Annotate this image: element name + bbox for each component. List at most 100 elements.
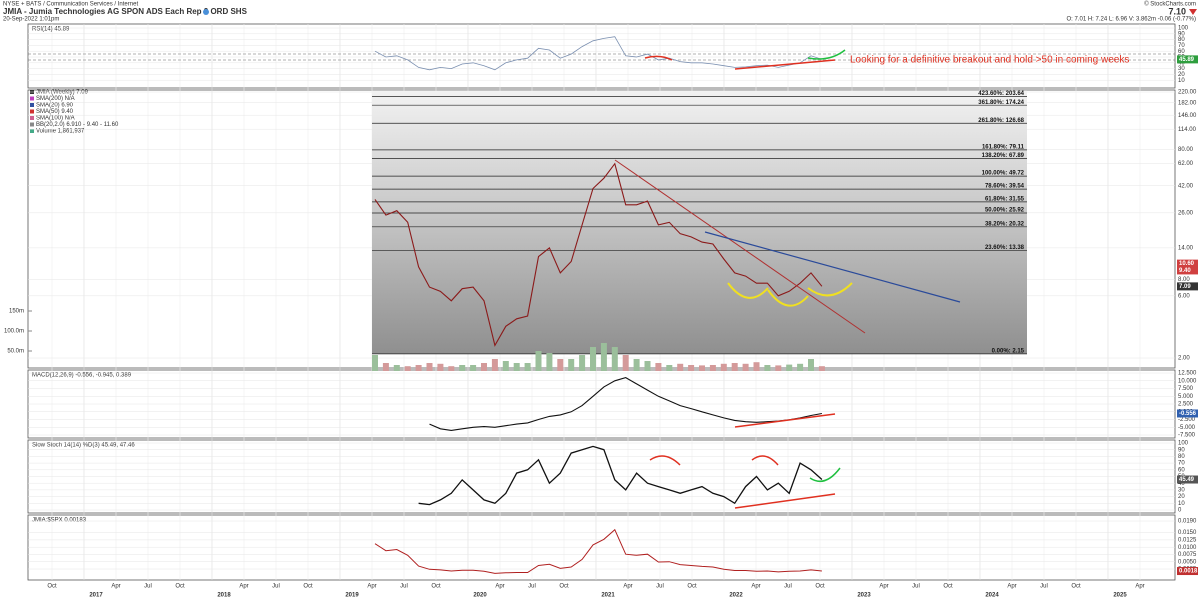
fib-label: 50.00%: 25.92 [985, 208, 1025, 214]
y-tick-label: 0.0125 [1178, 537, 1197, 543]
fib-label: 361.80%: 174.24 [978, 100, 1024, 106]
volume-bar [709, 365, 716, 371]
fib-label: 100.00%: 49.72 [982, 171, 1025, 177]
annotation-mark [649, 455, 681, 466]
price-tag [1177, 282, 1198, 291]
month-label: Apr [623, 584, 632, 590]
month-label: Apr [1007, 584, 1016, 590]
volume-tick-label: 150m [9, 309, 24, 315]
fib-label: 423.60%: 203.64 [978, 91, 1024, 97]
volume-bar [699, 365, 705, 371]
y-tick-label: 20 [1178, 72, 1185, 78]
volume-bar [731, 363, 738, 371]
price-tag-label: 45.49 [1179, 477, 1195, 483]
month-label: Oct [943, 584, 953, 590]
y-tick-label: 10.000 [1178, 378, 1197, 384]
year-label: 2018 [217, 593, 231, 599]
annotation-mark [734, 59, 836, 70]
volume-bar [513, 363, 520, 371]
price-tag-label: 7.09 [1179, 284, 1191, 290]
volume-bar [818, 366, 825, 371]
year-label: 2023 [857, 593, 871, 599]
y-tick-label: 30 [1178, 487, 1185, 493]
rsi-panel [27, 23, 1176, 89]
price-tag [1177, 409, 1198, 418]
volume-bar [786, 364, 793, 371]
y-tick-label: 70 [1178, 43, 1185, 49]
exchange: NYSE + BATS / Communication Services / I… [3, 2, 138, 8]
annotation-mark [704, 231, 961, 303]
annotation-mark [734, 413, 836, 428]
volume-bar [557, 359, 564, 371]
y-tick-label: 90 [1178, 31, 1185, 37]
series-line [429, 377, 822, 431]
volume-bar [633, 359, 640, 371]
y-tick-label: -7.500 [1178, 433, 1196, 439]
fib-label: 0.00%: 2.15 [992, 348, 1025, 354]
volume-bar [372, 355, 378, 371]
ohlc: O: 7.01 H: 7.24 L: 6.96 V: 3.862m -0.06 … [1066, 17, 1196, 23]
info-icon[interactable] [203, 9, 209, 15]
year-label: 2021 [601, 593, 615, 599]
volume-bar [535, 351, 542, 371]
title: JMIA - Jumia Technologies AG SPON ADS Ea… [3, 7, 248, 16]
volume-bar [491, 359, 498, 371]
month-label: Oct [175, 584, 185, 590]
annotation-mark [734, 493, 836, 509]
volume-bar [677, 363, 684, 371]
y-tick-label: 26.00 [1178, 210, 1194, 216]
fib-label: 261.80%: 126.68 [978, 118, 1024, 124]
month-label: Oct [1071, 584, 1081, 590]
year-label: 2022 [729, 593, 743, 599]
volume-bar [720, 363, 727, 371]
fib-box [372, 90, 1027, 354]
y-tick-label: 0 [1178, 508, 1182, 514]
date: 20-Sep-2022 1:01pm [3, 17, 59, 23]
legend-swatch [30, 116, 34, 120]
volume-bar [426, 363, 433, 371]
y-tick-label: 80 [1178, 454, 1185, 460]
annotation-mark [809, 467, 841, 483]
volume-bar [459, 365, 466, 371]
annotation-mark [644, 55, 673, 61]
series-line [374, 36, 823, 71]
annotation-mark [767, 289, 809, 307]
legend-swatch [30, 96, 34, 101]
price-tag [1177, 55, 1198, 64]
volume-bar [775, 365, 782, 371]
y-tick-label: 80.00 [1178, 147, 1194, 153]
series-line [418, 445, 823, 506]
fib-label: 78.60%: 39.54 [985, 184, 1025, 190]
down-arrow [1189, 9, 1197, 15]
y-tick-label: 60 [1178, 467, 1185, 473]
month-label: Jul [912, 584, 920, 590]
y-tick-label: 70 [1178, 461, 1185, 467]
annotation-mark [807, 282, 853, 297]
y-tick-label: 14.00 [1178, 245, 1194, 251]
price-tag-label: 45.89 [1179, 57, 1195, 63]
price-tag-label: 9.40 [1179, 268, 1191, 274]
price-tag-label: 0.0018 [1179, 569, 1198, 575]
month-label: Jul [528, 584, 536, 590]
volume-bar [753, 362, 760, 371]
fib-label: 38.20%: 20.32 [985, 221, 1025, 227]
volume-bar [764, 365, 771, 371]
month-label: Apr [495, 584, 504, 590]
volume-bar [448, 366, 455, 371]
legend-entry: SMA(20) 6.90 [36, 103, 74, 109]
year-label: 2019 [345, 593, 359, 599]
y-tick-label: 30 [1178, 66, 1185, 72]
volume-bar [382, 363, 389, 371]
legend-entry: BB(20,2.0) 6.910 - 9.40 - 11.60 [36, 122, 119, 128]
month-label: Oct [431, 584, 441, 590]
y-tick-label: 90 [1178, 447, 1185, 453]
price-tag-label: 10.60 [1179, 261, 1195, 267]
y-tick-label: 0.0075 [1178, 552, 1197, 558]
y-tick-label: 6.00 [1178, 293, 1190, 299]
y-tick-label: 0.0190 [1178, 519, 1197, 525]
fib-label: 161.80%: 79.11 [982, 144, 1025, 150]
legend-entry: SMA(50) 9.40 [36, 109, 74, 115]
volume-bar [797, 363, 804, 371]
y-tick-label: 80 [1178, 37, 1185, 43]
month-label: Jul [784, 584, 792, 590]
